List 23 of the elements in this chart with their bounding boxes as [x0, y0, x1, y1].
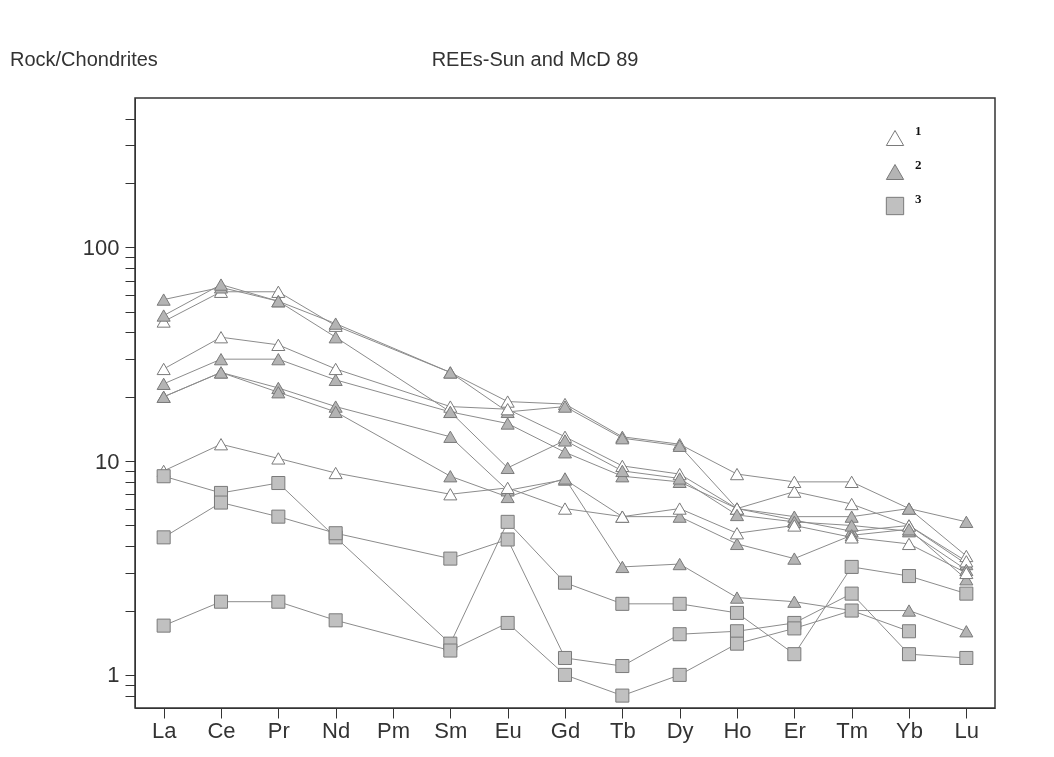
- x-tick-label: La: [151, 717, 178, 743]
- x-tick-label: Eu: [494, 717, 522, 743]
- x-tick-label: Er: [783, 717, 806, 743]
- x-tick-label: Sm: [434, 717, 468, 743]
- x-tick-label: Gd: [550, 717, 581, 743]
- x-tick-label: Yb: [896, 717, 923, 743]
- y-tick-label: 100: [82, 234, 120, 260]
- chart-title: REEs-Sun and McD 89: [431, 48, 639, 70]
- x-tick-label: Ho: [723, 717, 752, 743]
- y-tick-label: 10: [95, 448, 120, 474]
- legend-label: 1: [915, 123, 922, 138]
- x-tick-label: Tm: [836, 717, 869, 743]
- x-tick-label: Lu: [954, 717, 980, 743]
- x-tick-label: Pm: [377, 717, 410, 743]
- x-tick-label: Tb: [609, 717, 636, 743]
- x-tick-label: Ce: [207, 717, 236, 743]
- y-tick-label: 1: [107, 662, 120, 688]
- x-tick-label: Dy: [666, 717, 694, 743]
- legend-label: 3: [915, 191, 922, 206]
- x-tick-label: Pr: [267, 717, 290, 743]
- y-axis-title: Rock/Chondrites: [10, 48, 158, 70]
- legend-label: 2: [915, 157, 922, 172]
- x-tick-label: Nd: [322, 717, 351, 743]
